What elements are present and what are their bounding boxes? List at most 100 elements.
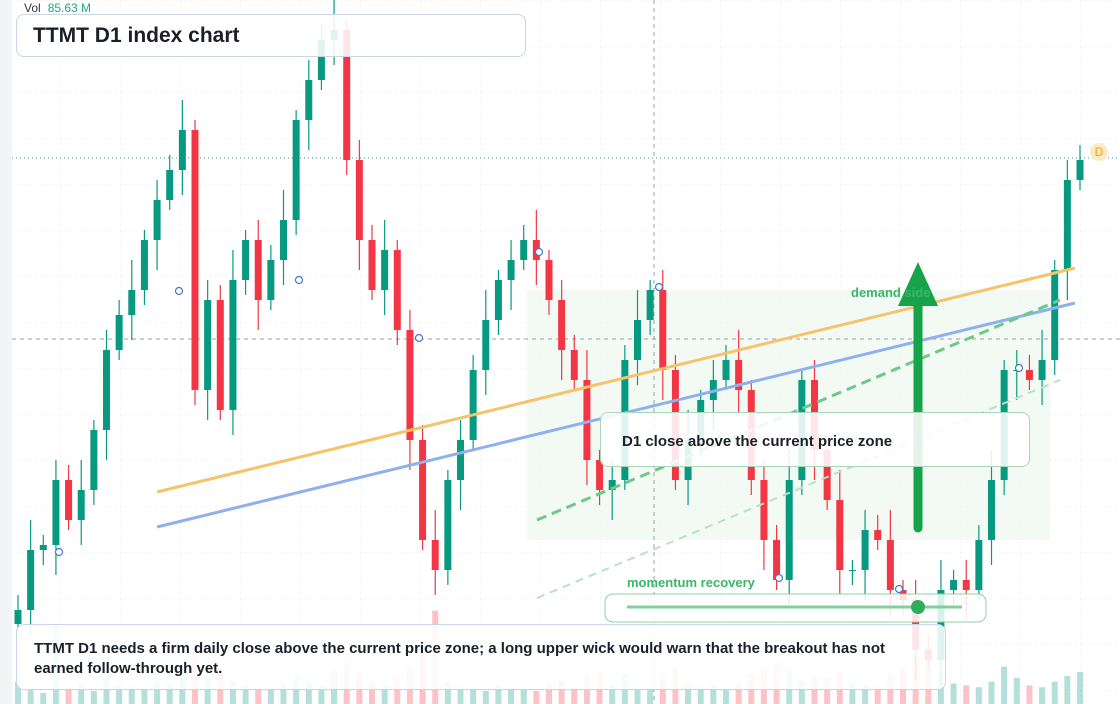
volume-bar bbox=[798, 681, 805, 704]
candle-body bbox=[1076, 160, 1084, 180]
volume-bar bbox=[381, 685, 388, 704]
marker bbox=[654, 282, 664, 292]
candle-body bbox=[305, 80, 313, 120]
marker bbox=[894, 584, 904, 594]
marker bbox=[54, 547, 64, 557]
candle-body bbox=[128, 290, 136, 315]
candle-body bbox=[634, 320, 641, 360]
candle-body bbox=[659, 290, 667, 370]
candle-body bbox=[975, 540, 983, 590]
candle-body bbox=[823, 450, 831, 500]
candle-body bbox=[494, 280, 502, 320]
candle-body bbox=[646, 290, 654, 320]
volume-legend: Vol 85.63 M bbox=[24, 1, 91, 15]
candle-body bbox=[115, 315, 123, 350]
marker bbox=[1014, 363, 1024, 373]
volume-bar bbox=[735, 683, 742, 704]
marker bbox=[174, 286, 184, 296]
chart-title: TTMT D1 index chart bbox=[33, 24, 240, 47]
candle-body bbox=[722, 360, 730, 380]
candle-body bbox=[545, 260, 553, 300]
candle-body bbox=[65, 480, 73, 520]
volume-bar bbox=[546, 683, 552, 704]
candle-body bbox=[1025, 370, 1033, 380]
candle-body bbox=[760, 480, 768, 540]
volume-bar bbox=[1051, 681, 1058, 704]
candle-body bbox=[988, 480, 995, 540]
candle-body bbox=[583, 380, 591, 460]
volume-bar bbox=[1001, 666, 1008, 704]
candle-body bbox=[343, 30, 351, 160]
candle-body bbox=[608, 480, 616, 490]
volume-bar bbox=[116, 685, 123, 704]
candle-body bbox=[229, 280, 237, 410]
candle-body bbox=[166, 170, 174, 200]
volume-bar bbox=[659, 677, 666, 704]
candle-body bbox=[27, 550, 35, 610]
candle-body bbox=[570, 350, 578, 380]
candle-body bbox=[950, 580, 958, 590]
candle-body bbox=[431, 540, 439, 570]
callout-text: D1 close above the current price zone bbox=[622, 433, 893, 450]
volume-bar bbox=[280, 683, 287, 704]
marker bbox=[774, 573, 784, 583]
volume-bar bbox=[255, 689, 262, 704]
d-badge bbox=[1090, 143, 1108, 161]
candle-body bbox=[836, 500, 844, 570]
candle-body bbox=[1063, 180, 1071, 270]
volume-bar bbox=[609, 685, 616, 704]
candle-body bbox=[469, 370, 477, 440]
volume-bar bbox=[571, 687, 578, 704]
volume-bar bbox=[950, 683, 957, 704]
candle-body bbox=[886, 540, 894, 590]
candle-body bbox=[90, 430, 98, 490]
trendline-green bbox=[536, 298, 1061, 522]
volume-bar bbox=[583, 676, 590, 704]
candle-body bbox=[962, 580, 970, 590]
volume-bar bbox=[963, 685, 970, 704]
candle-body bbox=[178, 130, 186, 170]
volume-bar bbox=[1013, 677, 1020, 704]
candle-body bbox=[267, 260, 275, 300]
volume-bar bbox=[470, 689, 477, 704]
volume-bar bbox=[849, 681, 856, 704]
candle-body bbox=[355, 160, 363, 240]
candle-body bbox=[874, 530, 882, 540]
volume-bar bbox=[141, 689, 148, 704]
volume-bar bbox=[520, 689, 527, 704]
note-text: TTMT D1 needs a firm daily close above t… bbox=[34, 640, 885, 677]
candle-body bbox=[785, 480, 793, 580]
callout-box: D1 close above the current price zone bbox=[600, 412, 1030, 467]
candle-body bbox=[242, 240, 250, 280]
volume-bar bbox=[988, 681, 995, 704]
candle-body bbox=[153, 200, 161, 240]
volume-bar bbox=[242, 685, 249, 704]
volume-bar bbox=[204, 677, 211, 704]
volume-bar bbox=[495, 685, 502, 704]
volume-legend-name: Vol bbox=[24, 1, 41, 15]
volume-bar bbox=[305, 681, 312, 704]
volume-bar bbox=[1064, 676, 1071, 704]
volume-bar bbox=[229, 681, 236, 704]
volume-legend-value: 85.63 M bbox=[47, 1, 92, 15]
volume-bar bbox=[697, 687, 704, 704]
volume-bar bbox=[103, 677, 110, 704]
candle-body bbox=[204, 300, 212, 390]
volume-bar bbox=[318, 685, 325, 704]
note-box: TTMT D1 needs a firm daily close above t… bbox=[16, 624, 946, 690]
volume-bar bbox=[166, 683, 173, 704]
candle-body bbox=[457, 440, 464, 480]
candle-body bbox=[292, 120, 300, 220]
marker bbox=[414, 333, 424, 343]
title-box: TTMT D1 index chart bbox=[16, 14, 526, 57]
markers bbox=[54, 247, 1024, 594]
candle-body bbox=[191, 130, 199, 390]
candle-body bbox=[558, 300, 566, 350]
candle-body bbox=[848, 570, 856, 571]
volume-bar bbox=[128, 687, 135, 704]
candle-body bbox=[393, 250, 401, 330]
trendline-green-light bbox=[536, 379, 1061, 599]
volume-bar bbox=[647, 689, 654, 704]
